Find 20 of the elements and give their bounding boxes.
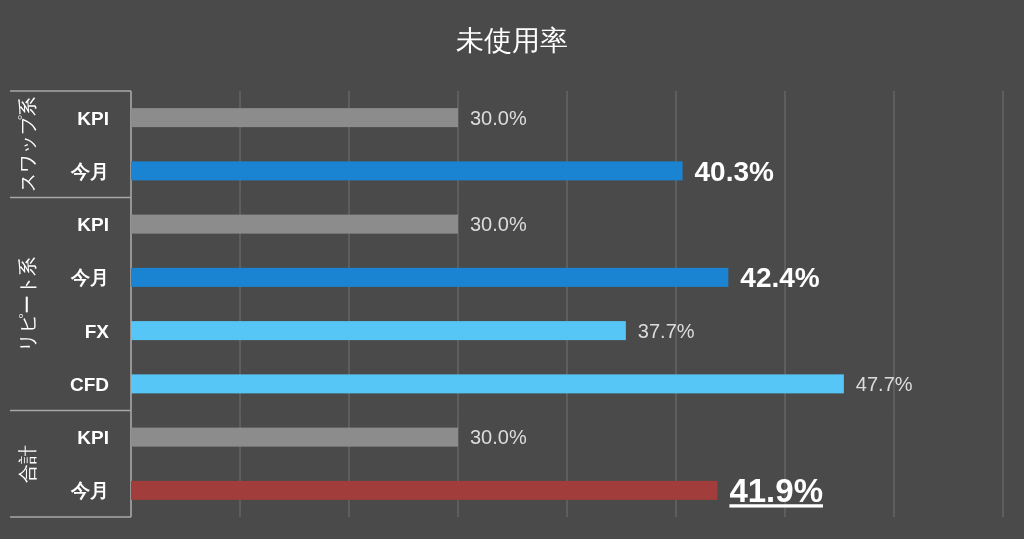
- data-label: 42.4%: [740, 262, 820, 294]
- data-label: 30.0%: [470, 426, 527, 449]
- y-tick-label: KPI: [77, 214, 109, 236]
- y-tick-label: FX: [84, 320, 110, 342]
- y-tick-label: CFD: [69, 373, 109, 395]
- y-tick-label: 今月: [70, 267, 109, 289]
- data-label: 30.0%: [470, 213, 527, 236]
- data-label: 30.0%: [470, 106, 527, 129]
- y-axis-title: 合計: [16, 444, 38, 483]
- y-tick-label: 今月: [70, 160, 109, 182]
- y-tick-label: KPI: [77, 107, 109, 129]
- data-label: 40.3%: [694, 155, 775, 187]
- data-label: 41.9%: [729, 472, 823, 510]
- y-tick-label: KPI: [77, 427, 109, 449]
- data-label: 47.7%: [855, 373, 913, 396]
- y-axis-title: スワップ系: [16, 96, 38, 192]
- y-axis-title: リピート系: [16, 256, 38, 352]
- data-label: 37.7%: [637, 319, 695, 342]
- chart-title: 未使用率: [456, 25, 568, 56]
- y-tick-label: 今月: [70, 480, 109, 502]
